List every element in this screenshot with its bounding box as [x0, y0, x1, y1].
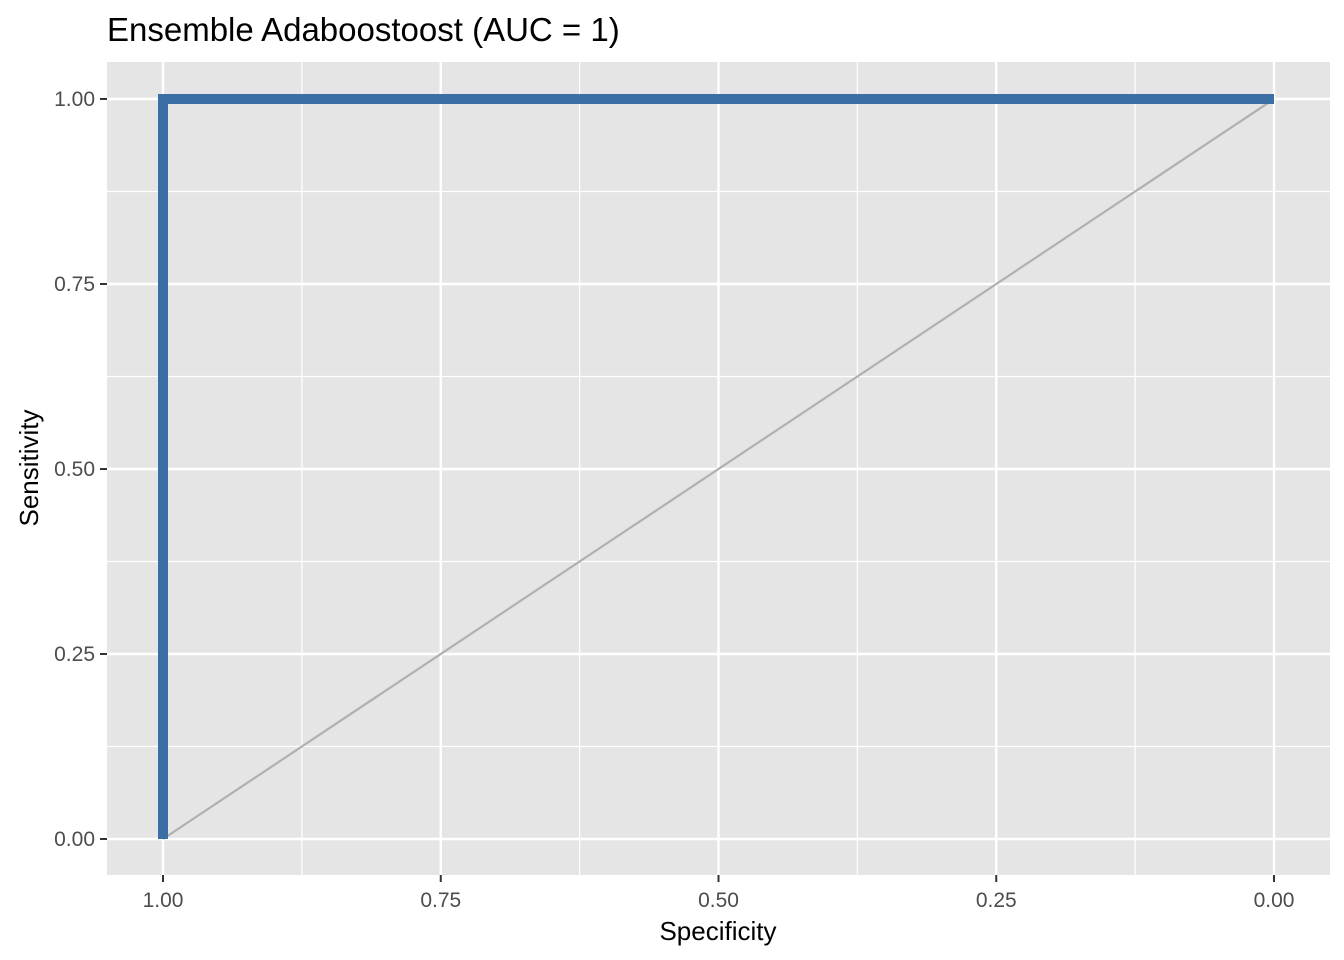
y-axis: 0.00 0.25 0.50 0.75 1.00 — [54, 88, 107, 851]
x-axis-title: Specificity — [659, 916, 776, 946]
reference-diagonal — [162, 98, 1275, 840]
roc-curve-line — [158, 94, 1274, 839]
x-tick-label: 1.00 — [143, 889, 184, 912]
roc-series — [158, 94, 1274, 839]
y-tick-label: 0.50 — [54, 458, 95, 481]
x-tick-label: 0.50 — [698, 889, 739, 912]
x-tick-label: 0.25 — [976, 889, 1017, 912]
reference-line — [162, 98, 1275, 840]
x-tick-label: 0.00 — [1254, 889, 1295, 912]
y-axis-title: Sensitivity — [14, 409, 44, 526]
x-tick-label: 0.75 — [420, 889, 461, 912]
chart-title: Ensemble Adaboostoost (AUC = 1) — [107, 11, 620, 48]
y-tick-label: 0.75 — [54, 273, 95, 296]
y-tick-label: 0.00 — [54, 828, 95, 851]
x-axis: 1.00 0.75 0.50 0.25 0.00 — [143, 875, 1295, 912]
y-tick-label: 0.25 — [54, 643, 95, 666]
y-tick-label: 1.00 — [54, 88, 95, 111]
